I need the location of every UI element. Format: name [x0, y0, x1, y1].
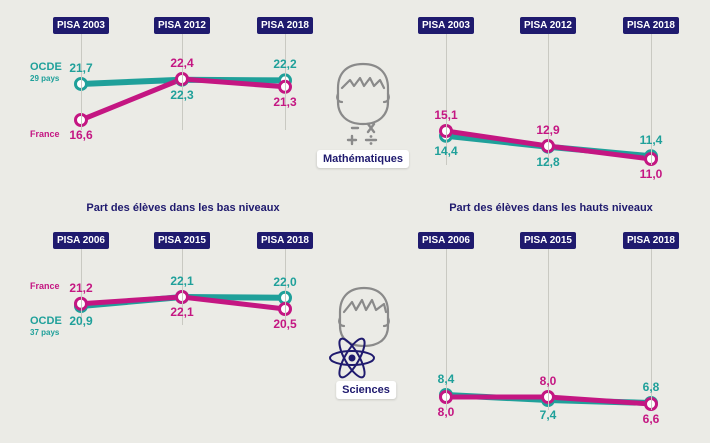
- label-ocde-math: OCDE: [30, 61, 62, 73]
- gridline-sci-high-0: [446, 249, 447, 410]
- data-label-math-low-france-1: 22,4: [170, 56, 194, 70]
- data-label-math-low-ocde-2: 22,2: [273, 57, 297, 72]
- data-label-sci-low-ocde-0: 20,9: [69, 314, 93, 328]
- tick-label-math-low-0: PISA 2003: [53, 17, 109, 34]
- data-label-math-high-ocde-2: 11,4: [639, 133, 663, 148]
- data-label-sci-low-france-2: 20,5: [273, 317, 297, 331]
- data-label-sci-high-france-2: 6,6: [642, 412, 660, 426]
- data-label-sci-high-ocde-0: 8,4: [437, 372, 455, 386]
- label-france-math: France: [30, 129, 60, 139]
- data-label-math-low-france-0: 16,6: [69, 128, 93, 142]
- data-label-math-low-france-2: 21,3: [273, 94, 297, 109]
- gridline-math-low-0: [81, 34, 82, 130]
- label-ocde-math-count: 29 pays: [30, 74, 60, 83]
- data-label-math-high-ocde-0: 14,4: [434, 143, 458, 158]
- gridline-sci-low-1: [182, 249, 183, 325]
- gridline-math-high-2: [651, 34, 652, 165]
- data-label-sci-low-france-0: 21,2: [69, 280, 93, 295]
- gridline-math-low-2: [285, 34, 286, 130]
- tick-label-sci-low-1: PISA 2015: [154, 232, 210, 249]
- tick-label-math-high-0: PISA 2003: [418, 17, 474, 34]
- data-label-math-high-france-2: 11,0: [639, 167, 663, 181]
- title-high-levels: Part des élèves dans les hauts niveaux: [449, 202, 653, 214]
- badge-mathematics: Mathématiques: [316, 150, 410, 168]
- gridline-math-low-1: [182, 34, 183, 130]
- gridline-sci-low-0: [81, 249, 82, 325]
- tick-label-sci-low-0: PISA 2006: [53, 232, 109, 249]
- data-label-sci-high-ocde-2: 6,8: [642, 380, 660, 394]
- label-ocde-sci: OCDE: [30, 315, 62, 327]
- data-label-math-low-ocde-1: 22,3: [170, 87, 194, 102]
- gridline-math-high-0: [446, 34, 447, 165]
- math-student-icon: [336, 62, 390, 146]
- data-label-sci-high-france-1: 8,0: [539, 374, 557, 388]
- tick-label-sci-high-0: PISA 2006: [418, 232, 474, 249]
- tick-label-math-low-2: PISA 2018: [257, 17, 313, 34]
- data-label-sci-high-ocde-1: 7,4: [539, 408, 557, 422]
- data-label-math-high-france-0: 15,1: [434, 108, 458, 122]
- tick-label-sci-low-2: PISA 2018: [257, 232, 313, 249]
- gridline-math-high-1: [548, 34, 549, 165]
- data-label-math-low-ocde-0: 21,7: [69, 60, 93, 75]
- label-france-sci: France: [30, 281, 60, 291]
- data-label-sci-high-france-0: 8,0: [437, 405, 455, 419]
- badge-sciences: Sciences: [336, 381, 396, 399]
- gridline-sci-high-1: [548, 249, 549, 410]
- data-label-sci-low-ocde-1: 22,1: [170, 274, 194, 288]
- tick-label-math-low-1: PISA 2012: [154, 17, 210, 34]
- data-label-math-high-france-1: 12,9: [536, 123, 560, 138]
- data-label-math-high-ocde-1: 12,8: [536, 154, 560, 169]
- tick-label-math-high-2: PISA 2018: [623, 17, 679, 34]
- data-label-sci-low-france-1: 22,1: [170, 305, 194, 319]
- tick-label-sci-high-2: PISA 2018: [623, 232, 679, 249]
- gridline-sci-high-2: [651, 249, 652, 410]
- gridline-sci-low-2: [285, 249, 286, 325]
- tick-label-math-high-1: PISA 2012: [520, 17, 576, 34]
- label-ocde-sci-count: 37 pays: [30, 328, 60, 337]
- data-label-sci-low-ocde-2: 22,0: [273, 274, 297, 289]
- title-low-levels: Part des élèves dans les bas niveaux: [86, 202, 280, 214]
- science-student-icon: [329, 286, 390, 379]
- tick-label-sci-high-1: PISA 2015: [520, 232, 576, 249]
